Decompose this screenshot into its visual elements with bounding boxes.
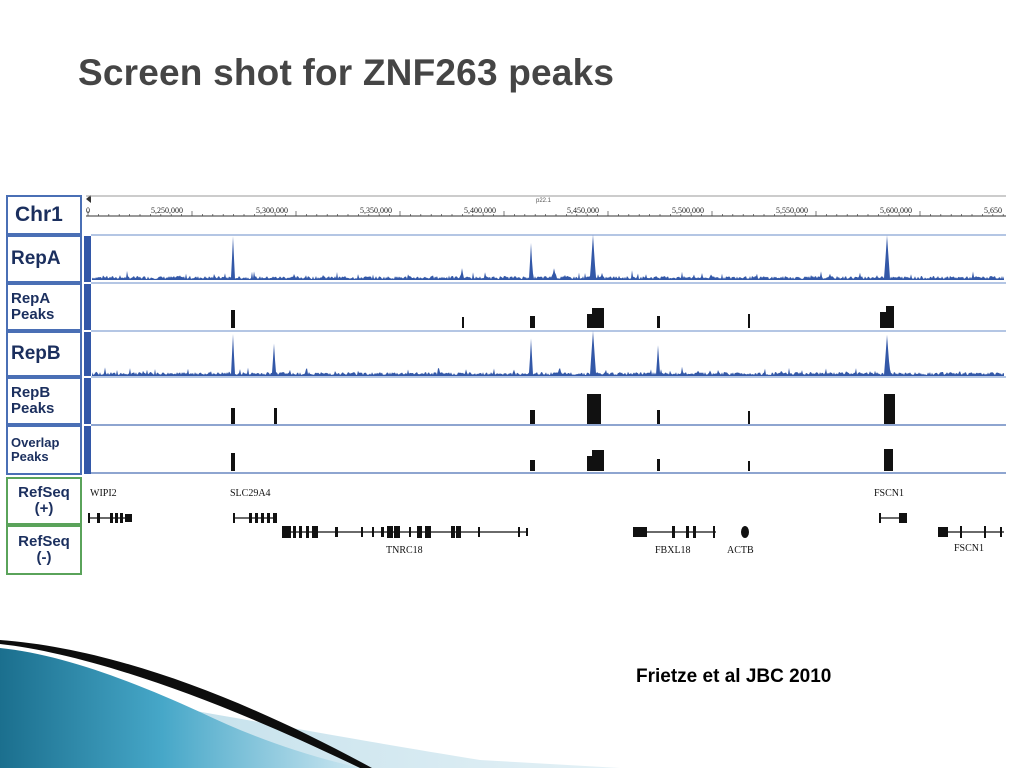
citation: Frietze et al JBC 2010 — [636, 666, 832, 687]
overlap-label-line1: Overlap — [11, 434, 60, 450]
track-handle-repa-peaks[interactable] — [84, 284, 91, 330]
peak — [231, 408, 235, 424]
peak — [748, 411, 750, 424]
peak — [748, 461, 750, 471]
refseq-plus-label-line1: RefSeq — [18, 483, 70, 501]
repa-peaks-label-line1: RepA — [11, 289, 51, 307]
ruler-left-arrow-icon[interactable] — [86, 195, 91, 203]
repb-peaks-track — [231, 394, 895, 424]
gene-label-actb: ACTB — [727, 545, 754, 556]
ruler-tick-label: 0 — [86, 206, 90, 215]
peak — [748, 314, 750, 328]
repb-signal-track — [92, 330, 1004, 376]
ruler-tick-label: 5,500,000 — [672, 206, 704, 215]
track-label-refseq-plus: RefSeq (+) — [6, 477, 82, 525]
refseq-minus-track: TNRC18 FBXL18 ACTB FSCN1 — [282, 526, 1004, 556]
gene-slc29a4[interactable] — [233, 513, 277, 523]
track-label-overlap-peaks: Overlap Peaks — [6, 425, 82, 475]
peak — [587, 456, 592, 471]
swoosh-teal-band — [0, 648, 360, 768]
track-label-repa-peaks: RepA Peaks — [6, 283, 82, 331]
peak — [231, 310, 235, 328]
ruler-tick-label: 5,600,000 — [880, 206, 912, 215]
track-handle-repb[interactable] — [84, 332, 91, 376]
gene-label-fbxl18: FBXL18 — [655, 545, 691, 556]
ruler-tick-label: 5,350,000 — [360, 206, 392, 215]
genome-browser-screenshot: Chr1 RepA RepA Peaks RepB RepB Peaks Ove… — [6, 192, 1006, 576]
band-label: p22.1 — [536, 198, 552, 204]
repa-label-text: RepA — [11, 247, 61, 269]
repa-signal-track — [92, 234, 1004, 280]
refseq-minus-label-line1: RefSeq — [18, 532, 70, 550]
gene-fscn1-minus[interactable] — [938, 526, 1004, 538]
ruler-tick-label: 5,650 — [984, 206, 1002, 215]
track-label-chr1: Chr1 — [6, 195, 82, 235]
gene-fscn1-plus[interactable] — [879, 513, 907, 523]
peak — [884, 449, 893, 471]
track-label-repb-peaks: RepB Peaks — [6, 377, 82, 425]
slide-title: Screen shot for ZNF263 peaks — [78, 52, 615, 93]
repa-peaks-label-line2: Peaks — [11, 306, 55, 323]
peak — [530, 316, 535, 328]
peak — [587, 394, 601, 424]
gene-fbxl18[interactable] — [633, 526, 716, 538]
peak — [884, 394, 895, 424]
gene-actb[interactable] — [741, 526, 749, 538]
peak — [231, 453, 235, 471]
igv-track-panel: p22.1 0 5,250,000 5,300,000 5,350,000 5,… — [84, 195, 1006, 556]
peak — [462, 317, 464, 328]
peak — [587, 314, 592, 328]
peak — [592, 450, 604, 471]
gene-label-fscn1-plus: FSCN1 — [874, 488, 904, 499]
peak — [657, 410, 660, 424]
track-handle-repb-peaks[interactable] — [84, 378, 91, 424]
repb-peaks-label-line1: RepB — [11, 383, 51, 401]
ruler-tick-label: 5,450,000 — [567, 206, 599, 215]
chr-label-text: Chr1 — [15, 202, 63, 226]
track-handle-repa[interactable] — [84, 236, 91, 282]
gene-tnrc18[interactable] — [282, 526, 528, 538]
peak — [592, 308, 604, 328]
ruler-tick-labels: 0 5,250,000 5,300,000 5,350,000 5,400,00… — [86, 206, 1002, 215]
repb-label-text: RepB — [11, 342, 61, 364]
decorative-swoosh — [0, 640, 620, 768]
swoosh-dark-stroke — [0, 640, 372, 768]
peak — [657, 316, 660, 328]
gene-label-wipi2: WIPI2 — [90, 488, 117, 499]
peak — [657, 459, 660, 471]
peak — [274, 408, 277, 424]
refseq-plus-label-line2: (+) — [34, 500, 54, 517]
repb-peaks-label-line2: Peaks — [11, 400, 55, 417]
gene-label-tnrc18: TNRC18 — [386, 545, 423, 556]
repa-peaks-track — [231, 306, 894, 328]
peak — [880, 312, 887, 328]
ruler-tick-label: 5,550,000 — [776, 206, 808, 215]
overlap-label-line2: Peaks — [11, 449, 49, 464]
track-handle-overlap[interactable] — [84, 426, 91, 474]
refseq-minus-label-line2: (-) — [36, 549, 52, 566]
gene-wipi2[interactable] — [88, 513, 132, 523]
peak — [530, 410, 535, 424]
track-label-repa: RepA — [6, 235, 82, 283]
ruler-tick-label: 5,300,000 — [256, 206, 288, 215]
overlap-peaks-track — [231, 449, 893, 471]
ruler-tick-label: 5,400,000 — [464, 206, 496, 215]
ruler-minor-ticks — [87, 211, 1004, 216]
gene-label-slc29a4: SLC29A4 — [230, 488, 271, 499]
track-label-column: Chr1 RepA RepA Peaks RepB RepB Peaks Ove… — [6, 192, 82, 576]
peak — [886, 306, 894, 328]
gene-label-fscn1-minus: FSCN1 — [954, 543, 984, 554]
peak — [530, 460, 535, 471]
refseq-plus-track: WIPI2 SLC29A4 FSCN1 — [88, 488, 907, 523]
ruler-tick-label: 5,250,000 — [151, 206, 183, 215]
track-label-repb: RepB — [6, 331, 82, 377]
track-label-refseq-minus: RefSeq (-) — [6, 525, 82, 575]
